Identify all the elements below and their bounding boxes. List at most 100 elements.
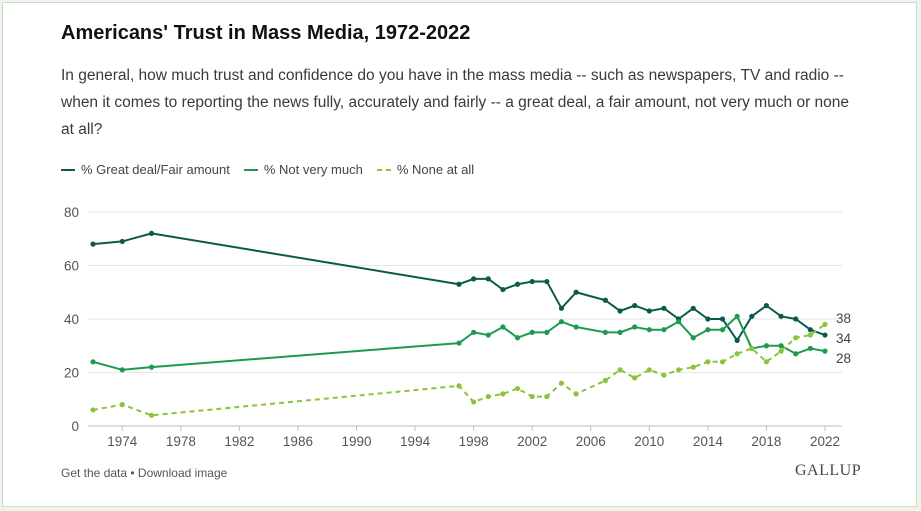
data-point-great-deal-2003 [544, 278, 550, 285]
x-tick-label-2002: 2002 [517, 434, 547, 449]
legend-item-not-very-much: % Not very much [243, 162, 363, 177]
data-point-none-at-all-2019 [778, 348, 784, 354]
data-point-not-very-much-2016 [734, 313, 740, 319]
series-line-none-at-all [92, 323, 826, 417]
x-tick-label-2006: 2006 [576, 434, 606, 449]
data-point-not-very-much-2000 [500, 324, 506, 330]
data-point-none-at-all-2014 [705, 359, 711, 365]
data-point-not-very-much-2002 [529, 329, 535, 335]
data-point-great-deal-2007 [602, 297, 609, 303]
data-point-none-at-all-1999 [485, 393, 491, 400]
x-tick-label-1978: 1978 [166, 434, 196, 449]
data-point-not-very-much-2011 [661, 327, 667, 333]
data-point-none-at-all-2015 [719, 359, 726, 365]
data-point-none-at-all-1998 [471, 399, 477, 405]
end-label-great-deal: 34 [836, 331, 852, 346]
legend-swatch-none-at-all [376, 168, 391, 171]
data-point-great-deal-2008 [617, 308, 623, 314]
data-point-not-very-much-1976 [148, 364, 155, 370]
legend-label-none-at-all: % None at all [396, 162, 475, 177]
data-point-none-at-all-2002 [529, 393, 535, 400]
x-tick-label-1986: 1986 [283, 434, 313, 449]
data-point-great-deal-2011 [661, 305, 667, 311]
x-tick-label-1994: 1994 [400, 434, 431, 449]
legend-swatch-great-deal [61, 168, 75, 171]
y-tick-label-60: 60 [64, 259, 79, 274]
data-point-great-deal-2017 [749, 313, 755, 319]
x-tick-label-2010: 2010 [634, 434, 664, 449]
end-label-not-very-much: 28 [836, 351, 851, 366]
data-point-none-at-all-2007 [602, 377, 609, 384]
data-point-not-very-much-2001 [514, 335, 521, 341]
data-point-great-deal-2009 [632, 303, 638, 309]
data-point-great-deal-1998 [471, 276, 477, 282]
chart-title: Americans' Trust in Mass Media, 1972-202… [61, 22, 471, 44]
data-point-not-very-much-2003 [544, 329, 550, 335]
data-point-great-deal-2002 [529, 278, 535, 285]
data-point-not-very-much-2022 [822, 348, 828, 354]
data-point-great-deal-2000 [500, 286, 506, 293]
data-point-none-at-all-2013 [690, 364, 696, 370]
data-point-not-very-much-2004 [558, 319, 565, 325]
data-point-not-very-much-2007 [602, 329, 609, 335]
footer-separator: • [127, 466, 138, 480]
series-line-not-very-much [92, 315, 826, 371]
data-point-none-at-all-2003 [544, 393, 550, 400]
data-point-none-at-all-2017 [749, 345, 755, 352]
data-point-great-deal-2014 [705, 316, 711, 322]
download-image-link[interactable]: Download image [137, 466, 228, 480]
data-point-not-very-much-2014 [705, 327, 711, 333]
legend-swatch-not-very-much [243, 168, 258, 171]
data-point-not-very-much-2019 [778, 343, 784, 349]
data-point-none-at-all-2011 [661, 372, 667, 378]
get-data-link[interactable]: Get the data [61, 466, 128, 480]
y-tick-label-0: 0 [71, 419, 79, 434]
data-point-none-at-all-1972 [90, 407, 96, 413]
data-point-great-deal-2015 [719, 316, 726, 322]
legend-item-none-at-all: % None at all [376, 162, 475, 177]
data-point-great-deal-2013 [690, 305, 696, 311]
data-point-not-very-much-2009 [632, 324, 638, 330]
y-tick-label-40: 40 [64, 312, 79, 327]
data-point-none-at-all-2016 [734, 351, 740, 357]
data-point-great-deal-2019 [778, 313, 784, 319]
x-tick-label-2014: 2014 [693, 434, 724, 449]
data-point-great-deal-1974 [119, 238, 125, 245]
data-point-great-deal-2010 [646, 308, 652, 314]
x-tick-label-2018: 2018 [751, 434, 781, 449]
y-tick-label-80: 80 [64, 205, 79, 220]
x-tick-label-1990: 1990 [341, 434, 371, 449]
data-point-not-very-much-2020 [793, 351, 799, 357]
data-point-not-very-much-2018 [763, 343, 770, 349]
data-point-none-at-all-1997 [456, 383, 462, 389]
data-point-great-deal-2018 [763, 303, 770, 309]
data-point-none-at-all-2008 [617, 367, 623, 373]
data-point-none-at-all-2012 [676, 367, 682, 373]
data-point-great-deal-2021 [807, 327, 813, 333]
data-point-not-very-much-2015 [719, 327, 726, 333]
series-line-great-deal [92, 232, 826, 342]
x-tick-label-1974: 1974 [107, 434, 138, 449]
data-point-great-deal-1976 [148, 230, 155, 236]
x-tick-label-1982: 1982 [224, 434, 254, 449]
x-tick-label-2022: 2022 [810, 434, 840, 449]
data-point-great-deal-2022 [822, 332, 828, 338]
data-point-great-deal-2004 [558, 305, 565, 311]
gallup-logo: GALLUP [795, 462, 862, 479]
data-point-none-at-all-2021 [807, 332, 813, 338]
data-point-none-at-all-2020 [793, 335, 799, 341]
data-point-none-at-all-2018 [763, 359, 770, 365]
data-point-none-at-all-2004 [558, 380, 565, 386]
data-point-not-very-much-1998 [471, 329, 477, 335]
data-point-not-very-much-2010 [646, 327, 652, 333]
data-point-great-deal-2020 [793, 316, 799, 322]
data-point-none-at-all-2009 [632, 375, 638, 381]
data-point-not-very-much-2008 [617, 329, 623, 335]
legend-label-not-very-much: % Not very much [263, 162, 363, 177]
data-point-not-very-much-1972 [90, 359, 96, 365]
data-point-not-very-much-2013 [690, 335, 696, 341]
x-tick-label-1998: 1998 [459, 434, 489, 449]
data-point-none-at-all-1976 [148, 412, 155, 418]
